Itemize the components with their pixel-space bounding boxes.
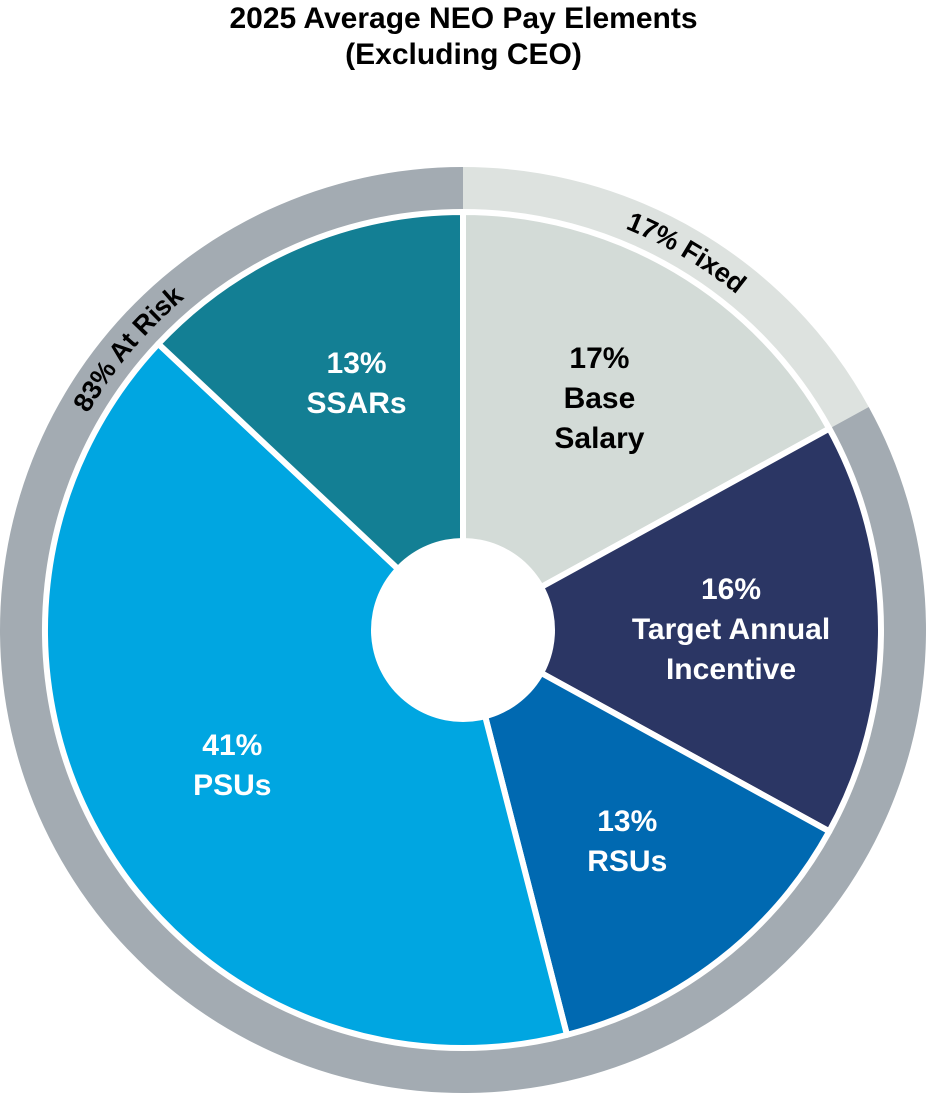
pie-slice bbox=[155, 209, 466, 633]
category-label: RSUs bbox=[587, 844, 668, 878]
value-label: 13% bbox=[326, 347, 387, 381]
category-label: PSUs bbox=[193, 769, 272, 803]
chart-title: 2025 Average NEO Pay Elements bbox=[229, 2, 698, 35]
slice-label: 41% PSUs bbox=[167, 726, 297, 806]
donut-hole bbox=[371, 538, 555, 722]
category-label: Base Salary bbox=[554, 382, 645, 456]
category-label: SSARs bbox=[306, 387, 407, 421]
value-label: 16% bbox=[700, 573, 762, 606]
category-label: Target Annual Incentive bbox=[631, 613, 831, 686]
pie-slice bbox=[460, 209, 833, 633]
slice-label: 16% Target Annual Incentive bbox=[611, 570, 851, 690]
chart-subtitle: (Excluding CEO) bbox=[345, 38, 582, 71]
value-label: 17% bbox=[569, 342, 630, 376]
pie-slice bbox=[460, 425, 884, 835]
slice-label: 13% SSARs bbox=[292, 344, 422, 424]
slice-label: 13% RSUs bbox=[562, 802, 692, 882]
slice-label: 17% Base Salary bbox=[534, 339, 664, 459]
value-label: 41% bbox=[202, 729, 263, 763]
pie-slice bbox=[460, 627, 833, 1038]
pie-slice bbox=[42, 340, 570, 1051]
value-label: 13% bbox=[597, 804, 658, 838]
ring-segment bbox=[463, 167, 869, 432]
